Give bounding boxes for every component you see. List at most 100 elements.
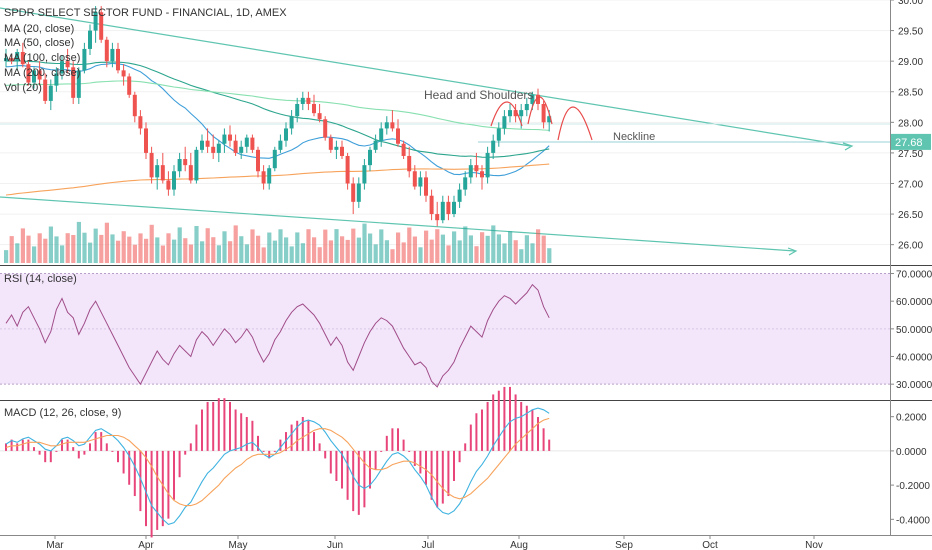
legend-ma100[interactable]: MA (100, close): [4, 52, 80, 64]
candle-body: [468, 165, 473, 178]
price-tick-label: 28.00: [898, 118, 923, 129]
macd-histogram-bar: [167, 450, 170, 519]
macd-title[interactable]: MACD (12, 26, close, 9): [4, 407, 121, 419]
candle-body: [93, 12, 98, 31]
candle-body: [317, 113, 322, 120]
volume-bar: [144, 238, 149, 263]
volume-bar: [295, 232, 300, 263]
candle-body: [71, 67, 76, 98]
lower-trendline-arrow: [787, 247, 798, 256]
volume-bar: [138, 233, 143, 263]
macd-signal-line: [5, 417, 550, 507]
candle-body: [99, 12, 104, 40]
volume-bar: [110, 234, 115, 263]
macd-histogram-bar: [346, 450, 349, 500]
macd-histogram-bar: [94, 432, 97, 451]
volume-bar: [267, 232, 272, 263]
candle-body: [110, 48, 115, 62]
macd-histogram-bar: [486, 401, 489, 451]
macd-histogram-bar: [447, 450, 450, 497]
volume-bar: [177, 227, 182, 263]
candle-body: [104, 39, 109, 62]
macd-histogram-bar: [285, 432, 287, 451]
volume-bar: [379, 229, 384, 263]
ma50-line: [6, 60, 550, 158]
legend-ma50[interactable]: MA (50, close): [4, 37, 74, 49]
head-and-shoulders-drawing: [490, 96, 593, 141]
candle-body: [351, 183, 356, 202]
macd-histogram-bar: [111, 450, 114, 452]
rsi-title[interactable]: RSI (14, close): [4, 273, 77, 285]
volume-bar: [452, 231, 457, 263]
macd-histogram-bar: [27, 439, 30, 451]
macd-histogram-bar: [156, 450, 159, 530]
candle-body: [474, 165, 479, 172]
candle-body: [306, 97, 311, 104]
rsi-tick-label: 70.0000: [896, 270, 932, 281]
price-tick-label: 29.00: [898, 57, 923, 68]
candle-body: [446, 201, 451, 215]
volume-bar: [396, 232, 401, 263]
macd-histogram-bar: [318, 443, 321, 451]
time-tick-label: Sep: [615, 540, 633, 550]
legend-volume[interactable]: Vol (20): [4, 82, 42, 94]
macd-histogram-bar: [273, 450, 276, 452]
ma200-line: [5, 163, 550, 196]
macd-histogram-bar: [341, 450, 343, 489]
macd-histogram-bar: [469, 424, 472, 451]
volume-bar: [121, 231, 126, 263]
macd-histogram-bar: [206, 401, 209, 451]
macd-histogram-bar: [307, 420, 310, 451]
macd-histogram-bar: [441, 450, 444, 504]
volume-bar: [205, 228, 210, 263]
volume-bar: [519, 249, 524, 263]
volume-bar: [183, 238, 188, 263]
candle-body: [289, 116, 294, 129]
candle-body: [356, 183, 361, 202]
macd-histogram-bar: [122, 450, 125, 474]
time-tick-label: Aug: [510, 540, 528, 550]
volume-bar: [4, 250, 9, 263]
volume-bar: [9, 236, 14, 263]
volume-bar: [424, 230, 429, 263]
candle-body: [160, 165, 165, 181]
volume-bar: [222, 231, 227, 263]
price-tick-label: 28.50: [898, 88, 923, 99]
macd-histogram-bar: [313, 432, 315, 451]
macd-histogram-bar: [548, 439, 551, 451]
macd-histogram-bar: [301, 417, 304, 451]
volume-bar: [541, 235, 546, 263]
macd-line: [5, 407, 550, 526]
volume-bar: [233, 225, 238, 263]
macd-histogram-bar: [497, 390, 500, 451]
volume-bar: [43, 238, 48, 263]
volume-bar: [362, 223, 367, 263]
candle-body: [418, 177, 423, 187]
volume-bar: [88, 242, 93, 263]
volume-bar: [334, 229, 339, 263]
volume-bar: [480, 232, 485, 263]
volume-bar: [446, 245, 451, 263]
candle-body: [43, 79, 48, 101]
candle-body: [233, 140, 238, 153]
candle-body: [54, 73, 59, 86]
candle-body: [261, 171, 266, 184]
volume-bar: [530, 243, 535, 263]
volume-bar: [37, 233, 42, 263]
macd-histogram-bar: [419, 450, 422, 474]
legend-ma200[interactable]: MA (200, close): [4, 67, 80, 79]
volume-bar: [256, 235, 261, 263]
candle-body: [541, 103, 546, 123]
candle-body: [26, 64, 31, 83]
macd-histogram-bar: [514, 394, 517, 451]
candle-body: [60, 61, 64, 74]
volume-bar: [468, 235, 473, 263]
macd-histogram-bar: [61, 439, 63, 451]
volume-bar: [356, 237, 361, 263]
macd-histogram-bar: [335, 450, 338, 481]
volume-bar: [306, 229, 311, 263]
time-tick-label: Nov: [805, 540, 823, 550]
candle-body: [177, 159, 182, 172]
legend-ma20[interactable]: MA (20, close): [4, 23, 74, 35]
volume-bar: [166, 233, 171, 263]
